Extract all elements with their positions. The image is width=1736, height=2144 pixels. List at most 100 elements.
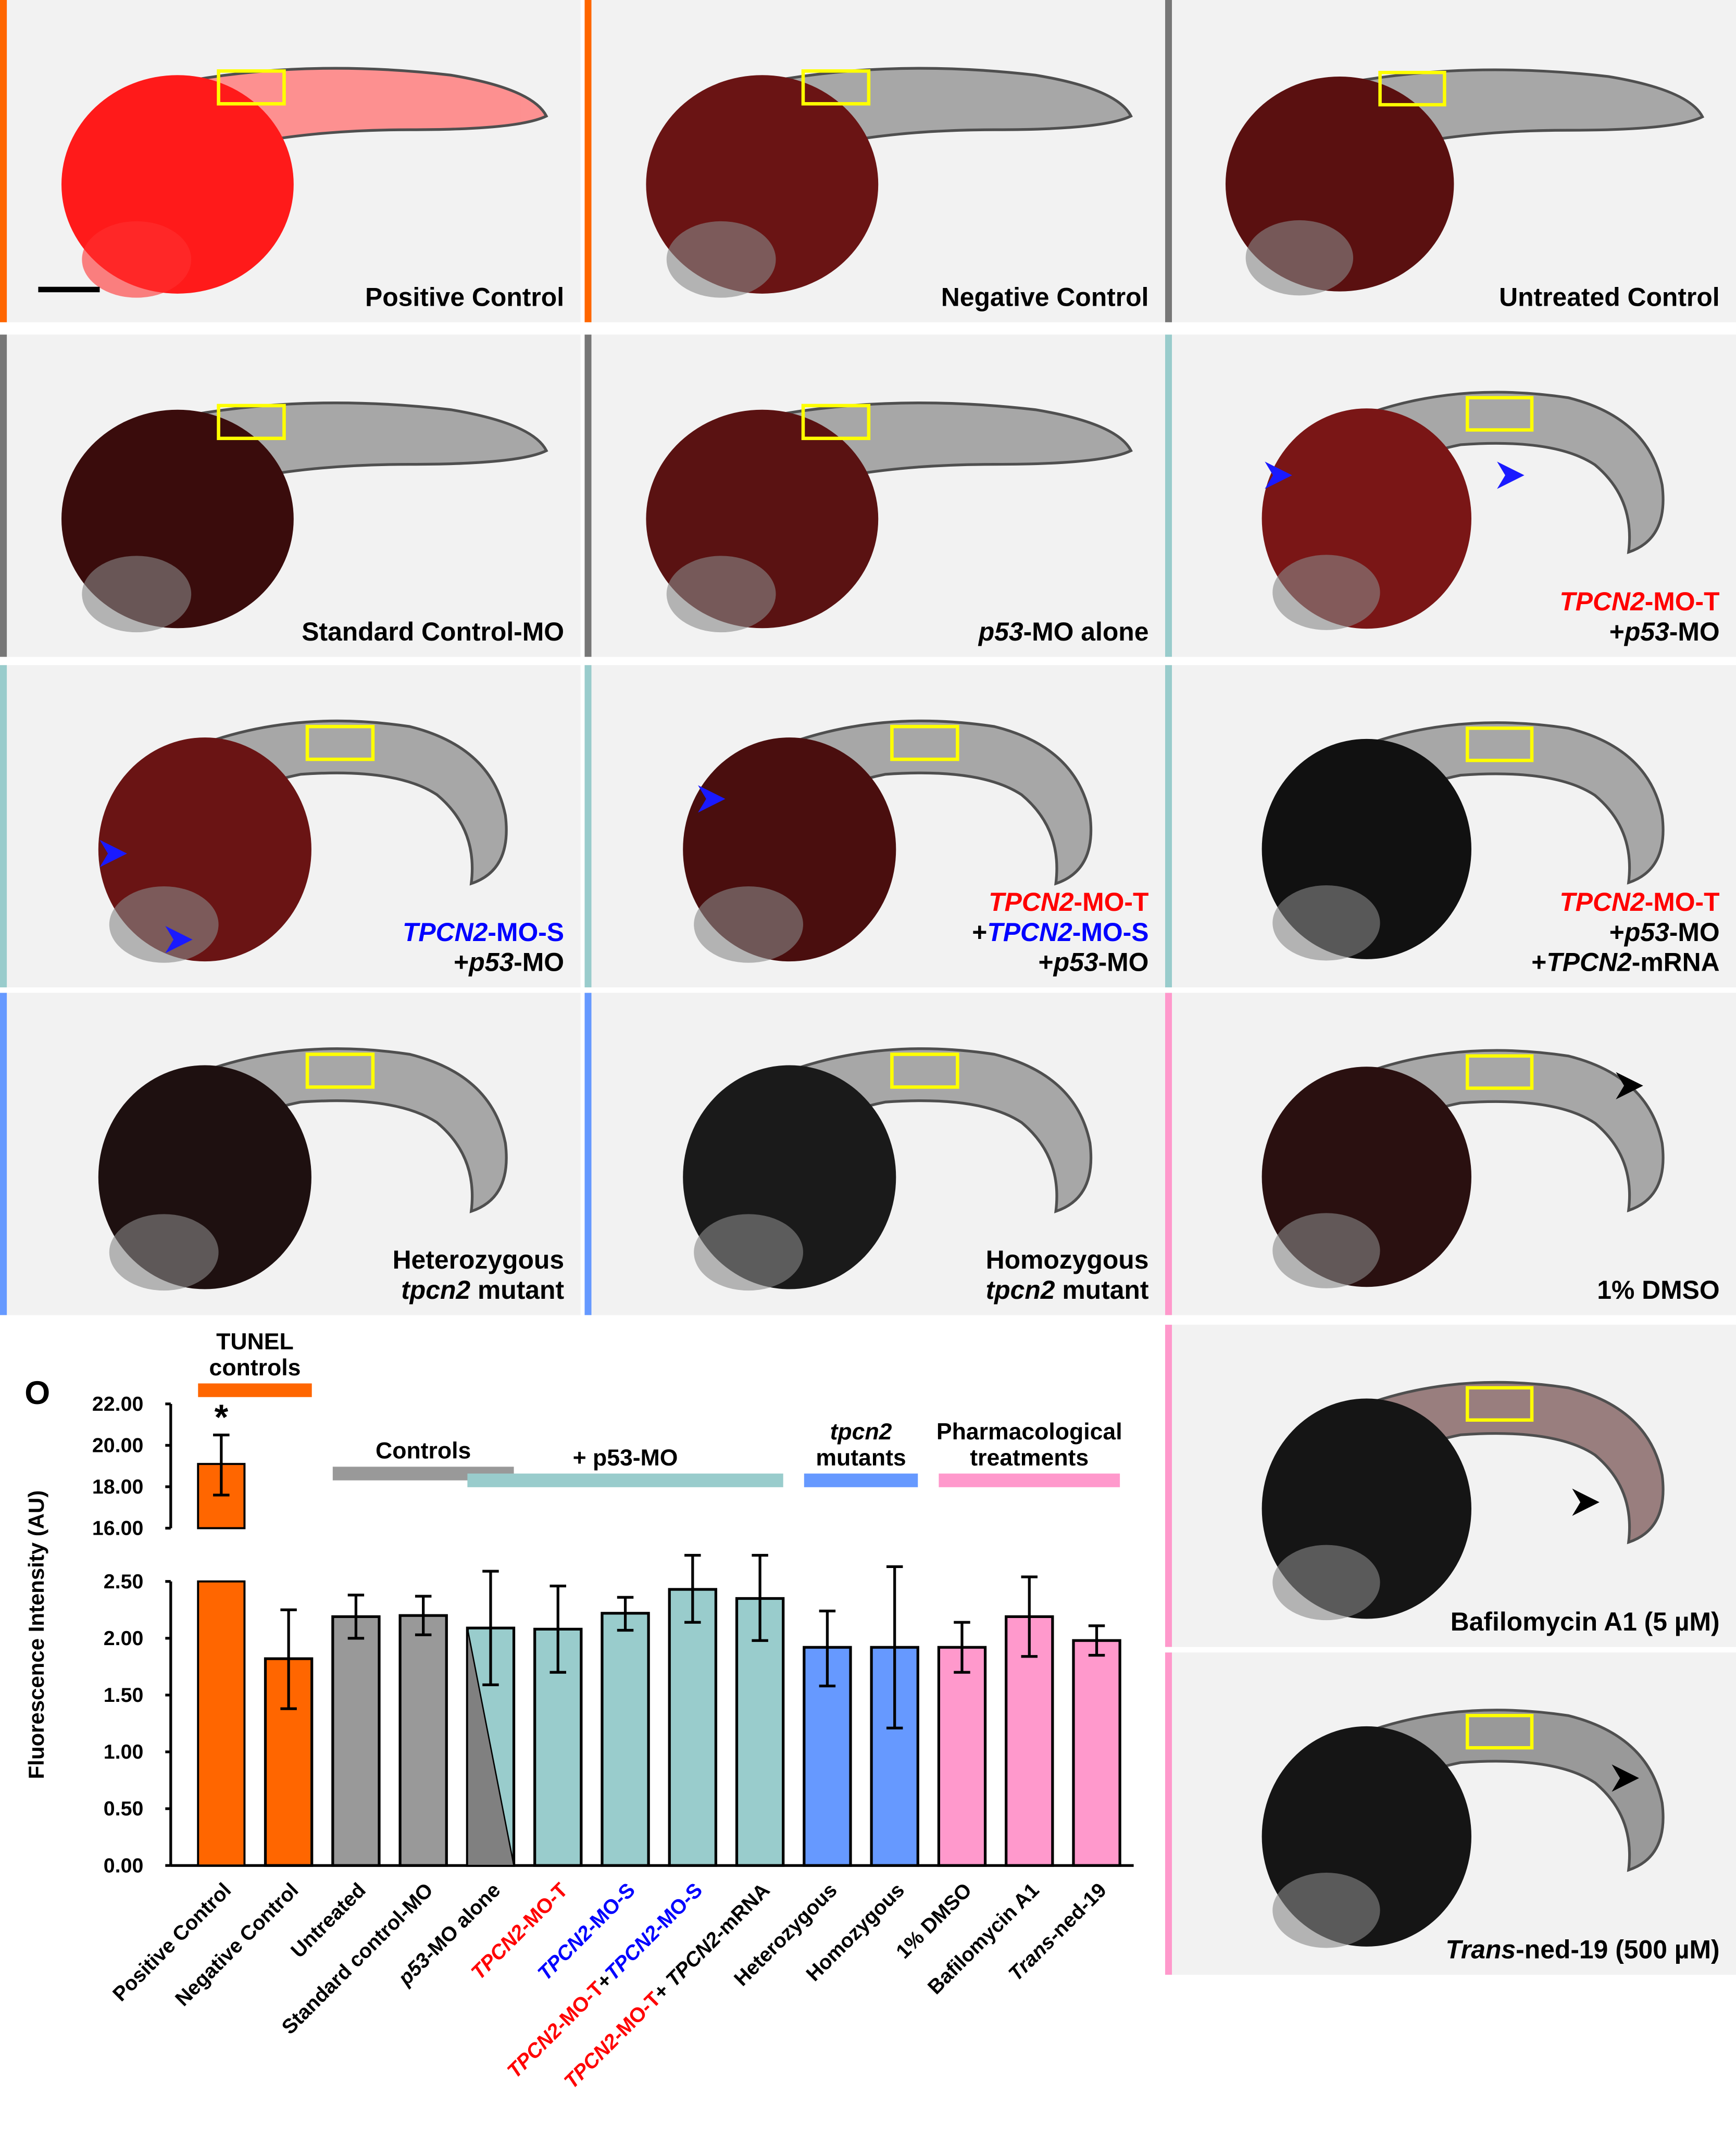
panel-k: Homozygous tpcn2 mutant (584, 993, 1165, 1315)
group-label: treatments (970, 1445, 1089, 1471)
embryo-image (1262, 721, 1665, 961)
embryo-image (646, 402, 1133, 633)
caption-segment: + (1609, 919, 1625, 948)
category-label-segment: TPCN2 (559, 2029, 623, 2093)
group-color-stripe (1165, 993, 1172, 1315)
region-of-interest-box (1466, 396, 1534, 432)
category-label-segment: TPCN2 (503, 2019, 566, 2083)
embryo-head (1272, 1545, 1380, 1621)
embryo-head (694, 886, 803, 963)
caption-segment: TPCN2 (987, 919, 1072, 948)
panel-caption: 1% DMSO (1597, 1277, 1719, 1307)
embryo-image (98, 719, 508, 963)
embryo-image (61, 402, 548, 633)
y-tick-label: 1.50 (104, 1684, 144, 1707)
caption-line: Bafilomycin A1 (5 µM) (1451, 1609, 1720, 1639)
error-bar (684, 1553, 701, 1624)
caption-line: Trans-ned-19 (500 µM) (1445, 1937, 1719, 1967)
bar (735, 1597, 785, 1867)
caption-segment: -MO alone (1023, 618, 1149, 648)
region-of-interest-box (217, 404, 286, 441)
caption-line: +p53-MO (1531, 919, 1720, 949)
embryo-head (694, 1214, 803, 1291)
caption-line: tpcn2 mutant (986, 1277, 1149, 1307)
caption-line: +p53-MO (1559, 618, 1720, 649)
group-color-stripe (584, 665, 592, 987)
caption-line: +TPCN2-mRNA (1531, 949, 1719, 980)
panel-a: Positive Control (0, 0, 581, 322)
error-bar (347, 1594, 365, 1640)
group-color-stripe (1165, 0, 1172, 322)
caption-segment: + (454, 949, 469, 978)
group-color-stripe (1165, 1324, 1172, 1647)
region-of-interest-box (305, 724, 375, 761)
category-label-segment: -MO-S (648, 1878, 707, 1937)
caption-segment: -MO (1669, 618, 1720, 648)
category-label-segment: Positive Control (108, 1878, 235, 2005)
embryo-image (1262, 391, 1665, 630)
category-label-segment: TPCN2 (533, 1921, 597, 1985)
group-label: + p53-MO (573, 1445, 678, 1471)
caption-segment: -MO (1098, 949, 1149, 978)
group-color-stripe (0, 334, 7, 657)
panel-n: Trans-ned-19 (500 µM) (1165, 1652, 1736, 1975)
caption-segment: -MO-T (1073, 889, 1149, 918)
caption-segment: -ned-19 (500 µM) (1516, 1936, 1720, 1965)
category-label-segment: -MO-T (514, 1878, 572, 1936)
panel-m: Bafilomycin A1 (5 µM) (1165, 1324, 1736, 1647)
embryo-image (98, 1047, 508, 1291)
y-tick-label: 22.00 (92, 1393, 143, 1415)
error-bar (280, 1608, 297, 1710)
panel-caption: TPCN2-MO-T +p53-MO +TPCN2-mRNA (1531, 889, 1719, 979)
error-bar (415, 1595, 432, 1636)
caption-segment: Untreated Control (1499, 284, 1720, 313)
y-tick-label: 16.00 (92, 1517, 143, 1540)
group-label: TUNEL (216, 1329, 294, 1355)
caption-segment: -MO-S (488, 919, 565, 948)
error-bar (1088, 1624, 1105, 1657)
group-label: Pharmacological (936, 1419, 1122, 1445)
panel-f: TPCN2-MO-T +p53-MO (1165, 334, 1736, 657)
embryo-image (1262, 1049, 1665, 1288)
region-of-interest-box (890, 724, 959, 761)
group-bar (804, 1473, 918, 1487)
panel-c: Untreated Control (1165, 0, 1736, 322)
error-bar (954, 1621, 970, 1674)
category-label-segment: TPCN2 (661, 1927, 725, 1991)
panel-caption: TPCN2-MO-T +TPCN2-MO-S +p53-MO (972, 889, 1148, 979)
embryo-head (666, 556, 776, 633)
caption-segment: tpcn2 (985, 1276, 1055, 1306)
caption-line: +p53-MO (403, 949, 564, 980)
caption-line: tpcn2 mutant (393, 1277, 564, 1307)
panel-caption: TPCN2-MO-T +p53-MO (1559, 588, 1719, 648)
embryo-image (1225, 68, 1705, 296)
y-tick-label: 0.00 (104, 1854, 144, 1877)
caption-segment: TPCN2 (989, 889, 1074, 918)
group-color-stripe (0, 993, 7, 1315)
significance-mark: * (215, 1398, 229, 1437)
embryo-image (683, 1047, 1093, 1291)
panel-j: Heterozygous tpcn2 mutant (0, 993, 581, 1315)
caption-line: Standard Control-MO (302, 619, 564, 649)
panel-caption: Homozygous tpcn2 mutant (986, 1247, 1149, 1307)
embryo-head (1272, 885, 1380, 961)
panel-i: TPCN2-MO-T +p53-MO +TPCN2-mRNA (1165, 665, 1736, 987)
caption-line: Homozygous (986, 1247, 1149, 1277)
bar (601, 1612, 650, 1867)
error-bar (886, 1565, 903, 1729)
group-label: controls (209, 1355, 301, 1381)
embryo-head (1272, 1213, 1380, 1288)
bar (264, 1657, 314, 1867)
y-tick-label: 2.50 (104, 1570, 144, 1593)
caption-segment: Heterozygous (392, 1247, 565, 1276)
embryo-image (683, 719, 1093, 963)
embryo-head (1272, 555, 1380, 630)
region-of-interest-box (801, 404, 871, 441)
bar-overlap-triangle (467, 1627, 515, 1866)
scale-bar (38, 286, 100, 293)
panel-letter: O (24, 1375, 50, 1411)
group-label: mutants (816, 1445, 906, 1471)
bar (398, 1614, 448, 1867)
caption-segment: Positive Control (365, 284, 565, 313)
